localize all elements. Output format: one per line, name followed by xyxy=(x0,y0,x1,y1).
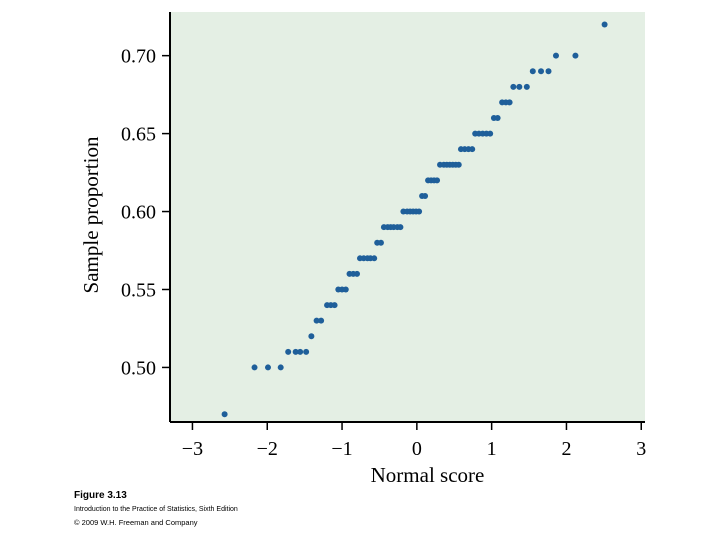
data-point xyxy=(434,177,441,184)
figure-source: Introduction to the Practice of Statisti… xyxy=(74,506,238,513)
x-tick-label: −3 xyxy=(182,438,203,460)
data-point xyxy=(416,208,423,215)
y-tick-label: 0.65 xyxy=(121,124,156,146)
x-tick-label: −1 xyxy=(331,438,352,460)
data-point xyxy=(422,192,429,199)
data-point xyxy=(545,68,552,75)
data-point xyxy=(455,161,462,168)
data-point xyxy=(313,317,320,324)
data-point xyxy=(516,83,523,90)
data-point xyxy=(510,83,517,90)
plot-background xyxy=(170,12,645,422)
data-point xyxy=(308,333,315,340)
x-tick-label: −2 xyxy=(257,438,278,460)
data-point xyxy=(469,146,476,153)
data-point xyxy=(371,255,378,262)
axis-ticks: −3 −2 −1 0 1 2 3 0.50 0.55 0.60 0.65 0.70 xyxy=(121,46,646,460)
y-tick-label: 0.70 xyxy=(121,46,156,68)
data-point xyxy=(487,130,494,137)
y-tick-label: 0.55 xyxy=(121,279,156,301)
data-point xyxy=(506,99,513,106)
data-point xyxy=(331,302,338,309)
x-tick-label: 2 xyxy=(561,438,571,460)
data-point xyxy=(251,364,258,371)
data-point xyxy=(354,270,361,277)
data-point xyxy=(572,52,579,59)
figure-label: Figure 3.13 xyxy=(74,490,127,501)
data-point xyxy=(601,21,608,28)
figure-copyright: © 2009 W.H. Freeman and Company xyxy=(74,518,198,527)
x-tick-label: 1 xyxy=(487,438,497,460)
data-point xyxy=(397,224,404,231)
x-tick-label: 3 xyxy=(636,438,646,460)
data-point xyxy=(523,83,530,90)
y-tick-label: 0.50 xyxy=(121,357,156,379)
data-point xyxy=(377,239,384,246)
data-point xyxy=(552,52,559,59)
data-points xyxy=(221,21,608,418)
data-point xyxy=(494,115,501,122)
x-tick-label: 0 xyxy=(412,438,422,460)
data-point xyxy=(277,364,284,371)
data-point xyxy=(221,411,228,418)
data-point xyxy=(318,317,325,324)
data-point xyxy=(297,348,304,355)
data-point xyxy=(285,348,292,355)
data-point xyxy=(529,68,536,75)
data-point xyxy=(303,348,310,355)
y-axis-label: Sample proportion xyxy=(79,136,103,293)
x-axis-label: Normal score xyxy=(371,463,485,487)
data-point xyxy=(342,286,349,293)
data-point xyxy=(292,348,299,355)
data-point xyxy=(538,68,545,75)
y-tick-label: 0.60 xyxy=(121,202,156,224)
data-point xyxy=(264,364,271,371)
